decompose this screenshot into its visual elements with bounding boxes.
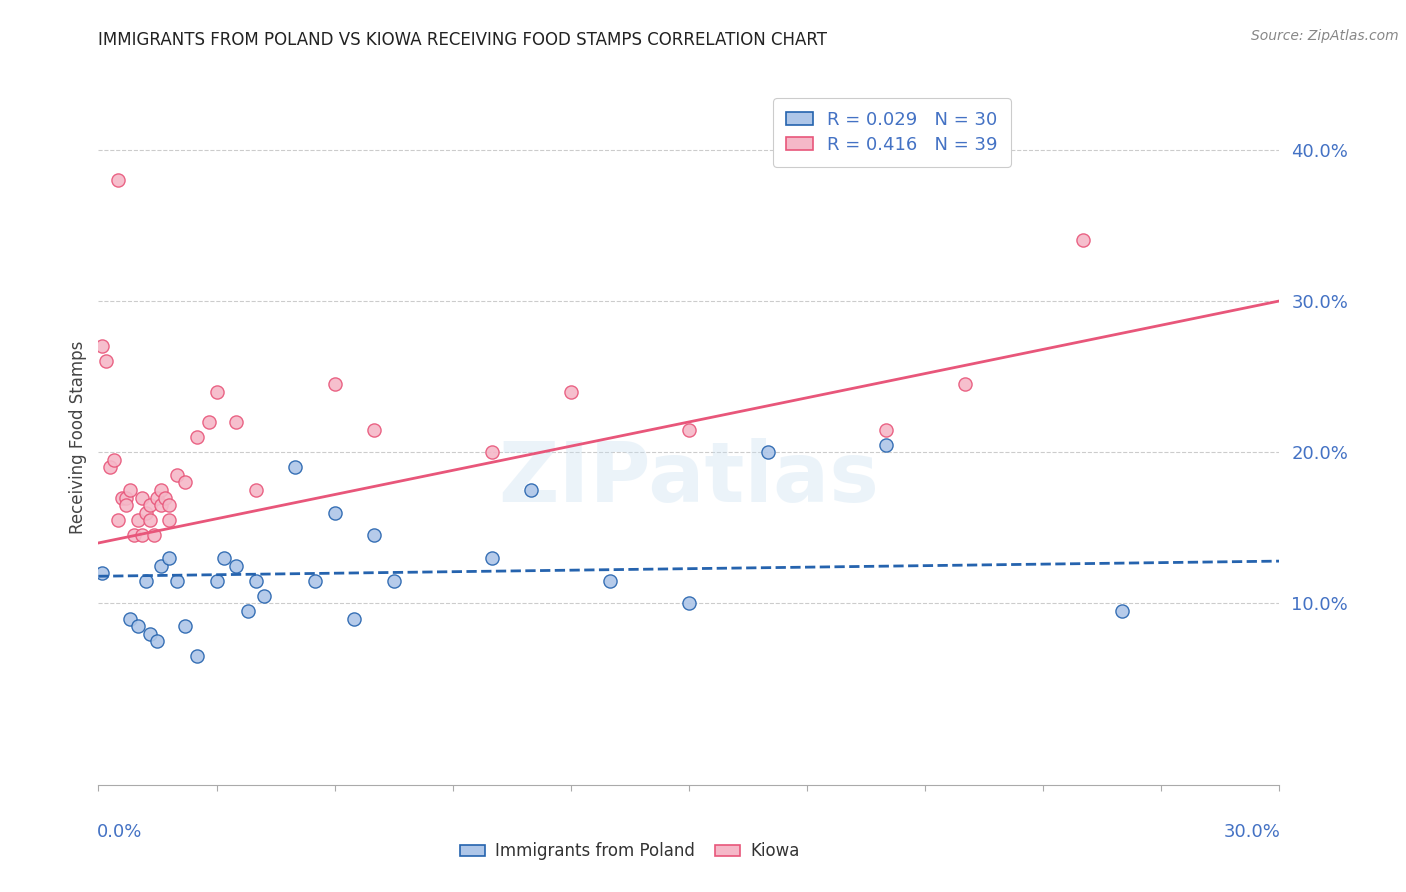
Point [157,513,180,527]
Point [98,460,121,475]
Point [135,506,157,520]
Point [96,354,118,368]
Point [186,649,208,664]
Text: ZIPatlas: ZIPatlas [499,438,879,519]
Point [678,597,700,611]
Point [118,483,141,497]
Point [678,423,700,437]
Point [174,619,197,633]
Point [599,574,621,588]
Point [118,611,141,625]
Point [131,491,153,505]
Point [1111,604,1133,618]
Point [115,498,138,512]
Point [1071,234,1094,248]
Point [481,551,503,566]
Point [382,574,405,588]
Point [343,611,366,625]
Point [91,339,114,353]
Point [875,437,897,451]
Point [146,634,169,648]
Point [150,483,173,497]
Point [127,513,149,527]
Point [236,604,259,618]
Point [150,498,173,512]
Point [115,491,138,505]
Text: 0.0%: 0.0% [97,823,142,841]
Point [155,491,177,505]
Point [214,551,236,566]
Point [138,513,160,527]
Point [107,513,129,527]
Point [481,445,503,459]
Point [186,430,208,444]
Point [103,452,125,467]
Point [323,377,346,392]
Point [197,415,219,429]
Point [127,619,149,633]
Point [304,574,326,588]
Point [107,173,129,187]
Point [166,467,188,482]
Text: 30.0%: 30.0% [1223,823,1281,841]
Point [174,475,197,490]
Point [157,551,180,566]
Point [166,574,188,588]
Point [111,491,134,505]
Point [756,445,779,459]
Point [205,384,228,399]
Text: IMMIGRANTS FROM POLAND VS KIOWA RECEIVING FOOD STAMPS CORRELATION CHART: IMMIGRANTS FROM POLAND VS KIOWA RECEIVIN… [98,31,827,49]
Point [138,626,160,640]
Point [560,384,582,399]
Point [131,528,153,542]
Legend: Immigrants from Poland, Kiowa: Immigrants from Poland, Kiowa [454,836,806,867]
Point [225,415,247,429]
Point [875,423,897,437]
Point [138,498,160,512]
Point [363,528,385,542]
Point [245,574,267,588]
Point [520,483,543,497]
Point [122,528,145,542]
Y-axis label: Receiving Food Stamps: Receiving Food Stamps [69,341,87,533]
Point [363,423,385,437]
Text: Source: ZipAtlas.com: Source: ZipAtlas.com [1251,29,1399,43]
Point [245,483,267,497]
Point [146,491,169,505]
Point [284,460,307,475]
Point [150,558,173,573]
Point [157,498,180,512]
Point [142,528,165,542]
Point [225,558,247,573]
Point [205,574,228,588]
Point [253,589,276,603]
Point [135,574,157,588]
Point [323,506,346,520]
Point [91,566,114,581]
Point [953,377,976,392]
